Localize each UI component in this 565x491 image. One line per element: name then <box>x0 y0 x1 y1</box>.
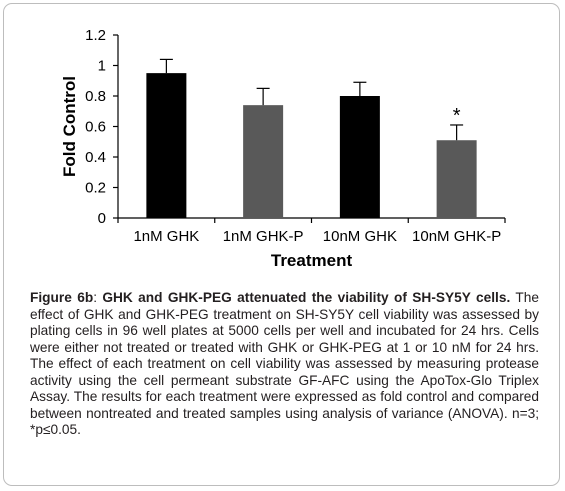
y-tick-label: 0.8 <box>85 88 106 105</box>
x-tick-label: 1nM GHK <box>133 228 199 245</box>
significance-marker: * <box>453 105 461 127</box>
bar <box>146 73 187 218</box>
y-tick-label: 0 <box>98 210 106 227</box>
caption-body: The effect of GHK and GHK-PEG treatment … <box>30 290 539 437</box>
y-axis-title: Fold Control <box>60 76 79 177</box>
bar <box>339 96 380 218</box>
y-tick-label: 0.4 <box>85 149 106 166</box>
y-tick-label: 0.6 <box>85 119 106 136</box>
bar <box>436 140 477 218</box>
y-tick-label: 1.2 <box>85 27 106 44</box>
x-tick-label: 1nM GHK-P <box>223 228 304 245</box>
caption-title: GHK and GHK-PEG attenuated the viability… <box>102 290 511 305</box>
x-axis-title: Treatment <box>271 251 353 270</box>
figure-caption: Figure 6b: GHK and GHK-PEG attenuated th… <box>30 290 539 439</box>
figure-label: Figure 6b <box>30 290 94 305</box>
y-tick-label: 0.2 <box>85 180 106 197</box>
bar <box>243 105 284 218</box>
y-tick-label: 1 <box>98 58 106 75</box>
x-tick-label: 10nM GHK-P <box>412 228 501 245</box>
bar-chart: 0 0.2 0.4 0.6 0.8 1 1.2 1nM GHK 1nM GHK-P 10nM GH… <box>60 27 506 270</box>
x-tick-label: 10nM GHK <box>323 228 397 245</box>
caption-separator: : <box>93 290 103 305</box>
figure-frame <box>3 3 560 486</box>
